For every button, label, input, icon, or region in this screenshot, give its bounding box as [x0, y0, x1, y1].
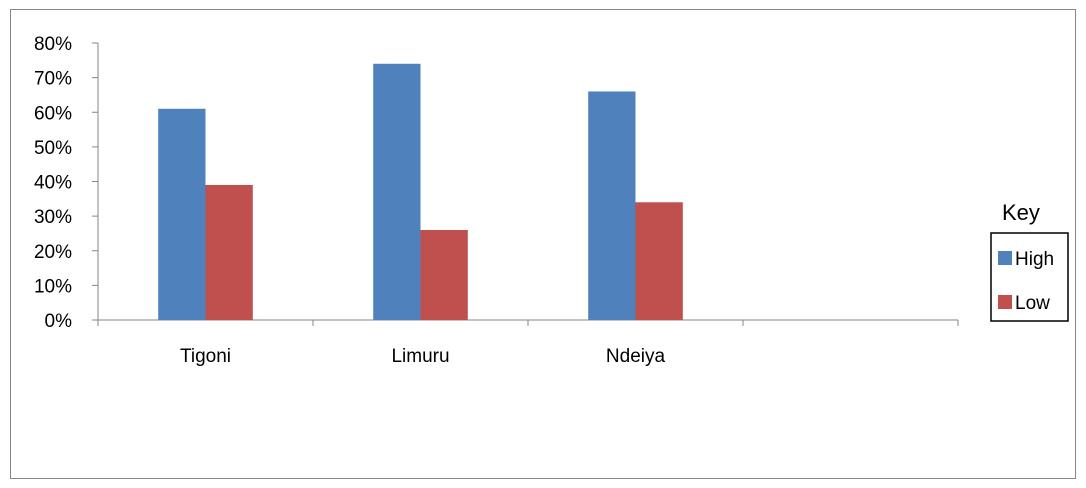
bar-high [373, 63, 421, 321]
y-tick-label: 10% [34, 276, 72, 297]
y-axis: 0% 10% 20% 30% 40% 50% 60% 70% 80% [34, 34, 99, 332]
x-tick-label: Limuru [391, 346, 449, 367]
bar-high [158, 108, 206, 320]
y-tick-label: 40% [34, 173, 72, 194]
legend: Key High Low [990, 200, 1069, 322]
y-tick-label: 70% [34, 69, 72, 90]
bar-low [635, 202, 683, 320]
bar-high [588, 91, 636, 320]
x-axis: Tigoni Limuru Ndeiya [97, 319, 959, 367]
y-tick-label: 50% [34, 138, 72, 159]
y-tick-label: 60% [34, 103, 72, 124]
y-tick-label: 30% [34, 207, 72, 228]
x-tick-label: Ndeiya [606, 346, 666, 367]
legend-swatch-high [998, 251, 1012, 265]
bar-low [205, 184, 253, 320]
legend-label-high: High [1015, 249, 1054, 270]
legend-label-low: Low [1015, 293, 1050, 314]
bar-low [420, 229, 468, 320]
legend-swatch-low [998, 295, 1012, 309]
y-tick-label: 0% [45, 311, 73, 332]
y-tick-label: 20% [34, 242, 72, 263]
y-tick-label: 80% [34, 34, 72, 55]
bars [158, 63, 683, 321]
x-tick-label: Tigoni [180, 346, 231, 367]
legend-title: Key [1002, 200, 1040, 225]
